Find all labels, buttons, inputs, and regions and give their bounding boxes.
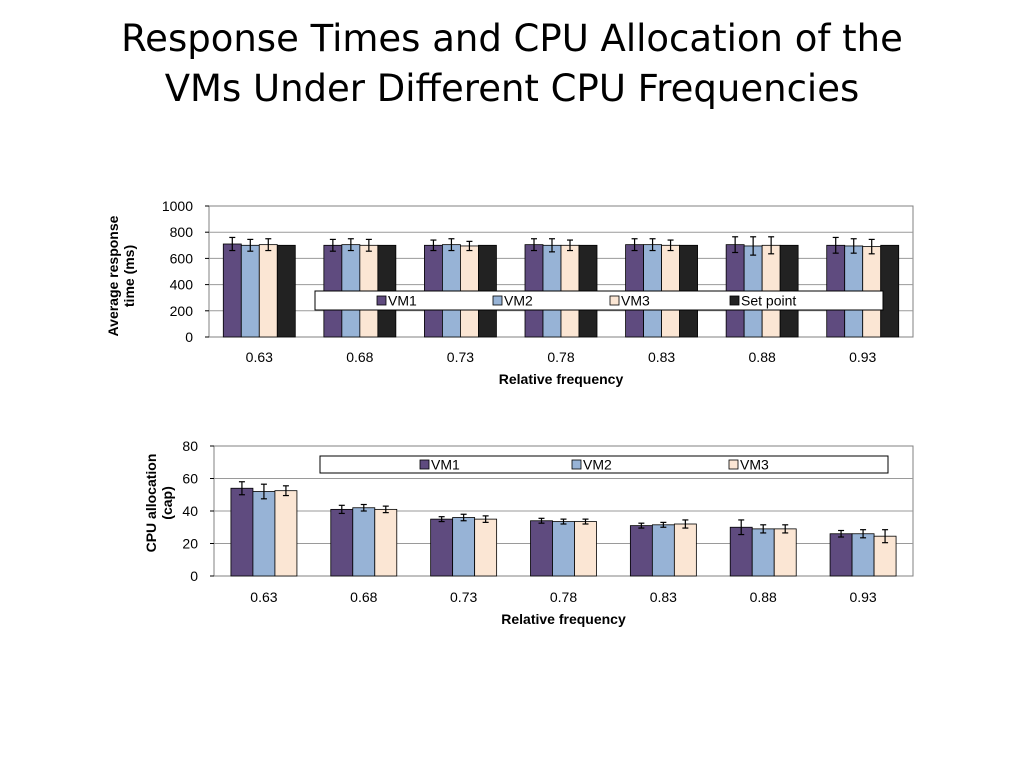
x-tick-label: 0.83	[648, 349, 675, 365]
x-tick-label: 0.93	[849, 349, 876, 365]
y-tick-label: 0	[190, 568, 198, 584]
bar-vm2	[851, 533, 875, 577]
x-tick-label: 0.78	[550, 589, 577, 605]
bar-vm1	[222, 243, 242, 338]
y-axis-label: Average responsetime (ms)	[105, 215, 137, 336]
bar-vm3	[374, 508, 398, 577]
bar-vm3	[673, 523, 697, 577]
legend-label: VM1	[388, 293, 417, 309]
bar-vm2	[751, 528, 775, 577]
y-tick-label: 0	[185, 329, 193, 345]
x-tick-label: 0.88	[749, 349, 776, 365]
legend-swatch	[729, 295, 740, 306]
y-axis-label-line-2: (cap)	[159, 486, 175, 519]
x-tick-label: 0.78	[547, 349, 574, 365]
legend-swatch	[728, 459, 739, 470]
y-tick-label: 1000	[162, 198, 193, 214]
bar-vm3	[474, 518, 498, 577]
y-tick-label: 80	[182, 438, 198, 454]
bar-vm1	[829, 533, 853, 577]
bar-vm3	[773, 528, 797, 577]
bar-set-point	[276, 244, 296, 338]
bar-vm3	[274, 490, 298, 577]
bar-vm2	[240, 244, 260, 338]
bar-vm1	[530, 520, 553, 577]
legend-swatch	[609, 295, 620, 306]
x-tick-label: 0.68	[350, 589, 377, 605]
x-axis-label: Relative frequency	[499, 371, 624, 387]
legend-swatch	[571, 459, 582, 470]
legend-label: VM1	[431, 457, 460, 473]
y-tick-label: 800	[170, 224, 194, 240]
legend-box	[319, 455, 889, 474]
bar-vm1	[430, 518, 454, 577]
x-tick-label: 0.68	[346, 349, 373, 365]
bar-vm1	[629, 525, 653, 577]
bar-vm2	[651, 524, 675, 577]
bar-vm2	[552, 521, 575, 577]
x-tick-label: 0.73	[447, 349, 474, 365]
bar-vm2	[252, 491, 276, 577]
legend-swatch	[492, 295, 503, 306]
response-time-plot: 0 200 400 600 800 1000 0.63 0.68 0.73 0.78 0.83 0.8…	[105, 198, 914, 387]
y-tick-label: 400	[170, 277, 194, 293]
y-axis-label: CPU allocation(cap)	[143, 454, 175, 553]
legend-label: Set point	[741, 293, 796, 309]
legend-label: VM2	[504, 293, 533, 309]
y-axis-label-line-1: Average response	[105, 215, 121, 336]
x-tick-label: 0.88	[750, 589, 777, 605]
y-tick-label: 600	[170, 250, 194, 266]
y-tick-label: 200	[170, 303, 194, 319]
legend-swatch	[376, 295, 387, 306]
y-tick-label: 20	[182, 536, 198, 552]
bar-vm2	[352, 507, 376, 577]
legend-box	[314, 290, 884, 311]
x-tick-label: 0.93	[849, 589, 876, 605]
bar-vm3	[258, 244, 278, 338]
y-axis-label-line-1: CPU allocation	[143, 454, 159, 553]
x-tick-label: 0.63	[246, 349, 273, 365]
x-tick-label: 0.73	[450, 589, 477, 605]
y-axis-label-line-2: time (ms)	[121, 245, 137, 307]
slide-title-line-2: VMs Under Different CPU Frequencies	[164, 67, 860, 110]
bar-vm1	[230, 487, 254, 577]
slide-title: Response Times and CPU Allocation of the…	[0, 14, 1024, 114]
y-tick-label: 60	[182, 471, 198, 487]
x-tick-label: 0.63	[250, 589, 277, 605]
x-axis-label: Relative frequency	[501, 611, 626, 627]
bar-vm3	[574, 521, 597, 577]
cpu-allocation-plot: 0 20 40 60 80 0.63 0.68 0.73 0.78 0.83 0.88 0.93 Rel…	[143, 438, 914, 627]
legend-label: VM3	[740, 457, 769, 473]
bar-vm2	[452, 517, 476, 577]
y-tick-label: 40	[182, 503, 198, 519]
legend-label: VM2	[583, 457, 612, 473]
legend-swatch	[419, 459, 430, 470]
x-tick-label: 0.83	[650, 589, 677, 605]
legend-label: VM3	[621, 293, 650, 309]
bar-vm1	[330, 508, 354, 577]
slide-title-line-1: Response Times and CPU Allocation of the	[121, 17, 903, 60]
